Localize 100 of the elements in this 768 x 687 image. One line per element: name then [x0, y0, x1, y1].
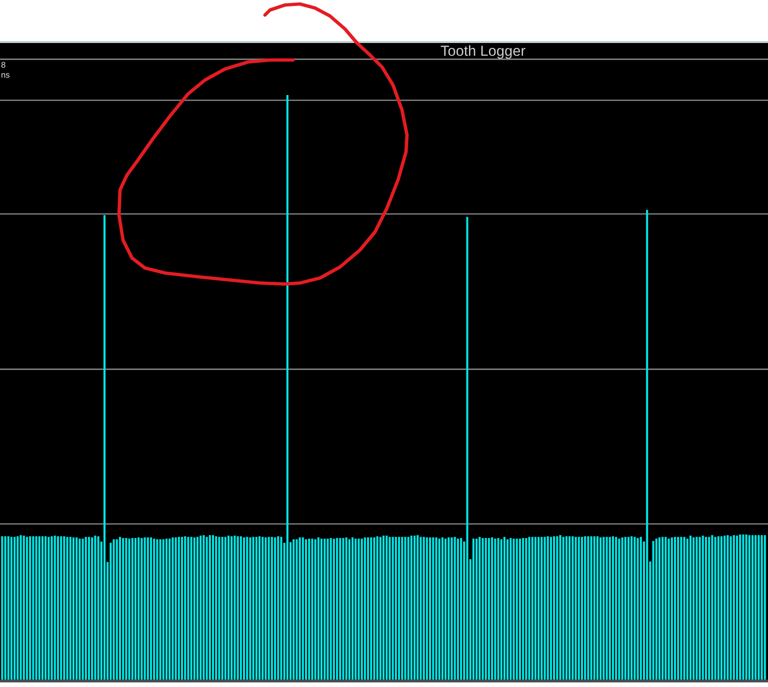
bar	[84, 536, 87, 681]
bar	[97, 536, 100, 681]
bar	[448, 537, 450, 681]
bar	[178, 536, 180, 681]
bar	[268, 536, 270, 681]
bar	[546, 536, 549, 681]
bar	[748, 535, 750, 681]
bar	[540, 536, 543, 681]
bar	[174, 537, 177, 681]
bar	[215, 536, 218, 681]
bar	[240, 536, 242, 681]
bar	[606, 536, 608, 681]
bar	[388, 536, 391, 681]
bar	[326, 538, 329, 681]
bar	[444, 538, 447, 681]
bar	[534, 536, 536, 681]
bar	[662, 536, 664, 681]
bar	[720, 536, 723, 681]
bar	[156, 539, 158, 681]
bar	[500, 539, 502, 681]
bar	[227, 536, 230, 681]
bar	[544, 536, 546, 681]
bar	[360, 538, 363, 681]
bar	[48, 536, 50, 681]
bar	[221, 536, 224, 681]
bar	[758, 535, 760, 681]
bar	[1, 536, 4, 681]
bar	[683, 536, 686, 681]
bar	[640, 536, 642, 681]
bar	[531, 536, 534, 681]
bar	[608, 536, 611, 681]
bar	[432, 537, 434, 681]
bar	[488, 538, 490, 681]
bar	[153, 538, 156, 681]
bar	[128, 538, 130, 681]
bar	[460, 538, 462, 681]
bar	[118, 536, 122, 681]
bar	[286, 95, 288, 681]
bar	[190, 536, 192, 681]
bar	[159, 539, 162, 681]
bar	[364, 537, 366, 681]
bar	[165, 538, 168, 681]
bar	[69, 536, 72, 681]
bar	[714, 536, 716, 681]
bar	[742, 534, 744, 681]
bar	[224, 536, 226, 681]
bar	[615, 536, 618, 681]
bar	[454, 536, 456, 681]
bar	[590, 536, 592, 681]
bar	[572, 536, 574, 681]
bar	[56, 536, 60, 681]
bar	[184, 536, 186, 681]
bar	[255, 536, 258, 681]
bar	[298, 537, 301, 681]
bar	[593, 536, 596, 681]
bar	[78, 538, 81, 681]
bar	[438, 538, 440, 681]
bar	[270, 536, 273, 681]
bar	[680, 536, 682, 681]
bar	[410, 536, 412, 681]
bar	[634, 536, 636, 681]
bar	[131, 538, 134, 681]
bar	[574, 536, 577, 681]
bar	[559, 535, 562, 681]
bar	[193, 537, 196, 681]
bar	[506, 539, 509, 681]
bar	[50, 536, 53, 681]
bar	[14, 536, 16, 681]
bar	[416, 535, 419, 681]
bar	[66, 536, 68, 681]
bar	[528, 536, 530, 681]
bar	[60, 536, 62, 681]
bar	[724, 536, 726, 681]
bar	[345, 537, 348, 681]
bar	[556, 536, 558, 681]
bar	[32, 536, 34, 681]
bar	[242, 537, 246, 681]
bar	[580, 536, 583, 681]
bar	[525, 538, 528, 681]
bar	[494, 538, 496, 681]
bar	[7, 536, 10, 681]
bar	[565, 536, 568, 681]
bar	[482, 538, 484, 681]
bar	[441, 537, 444, 681]
bar	[41, 536, 44, 681]
bar	[739, 534, 742, 681]
bar	[600, 537, 602, 681]
bar	[35, 536, 38, 681]
bar	[503, 536, 506, 681]
bar	[730, 536, 732, 681]
bar	[320, 538, 323, 681]
bar	[538, 536, 540, 681]
bar	[745, 534, 748, 681]
bar	[358, 538, 360, 681]
bar	[302, 537, 304, 681]
bar	[655, 538, 658, 681]
bar	[386, 536, 388, 681]
bar	[20, 535, 22, 681]
bar	[330, 538, 332, 681]
bar	[392, 536, 394, 681]
